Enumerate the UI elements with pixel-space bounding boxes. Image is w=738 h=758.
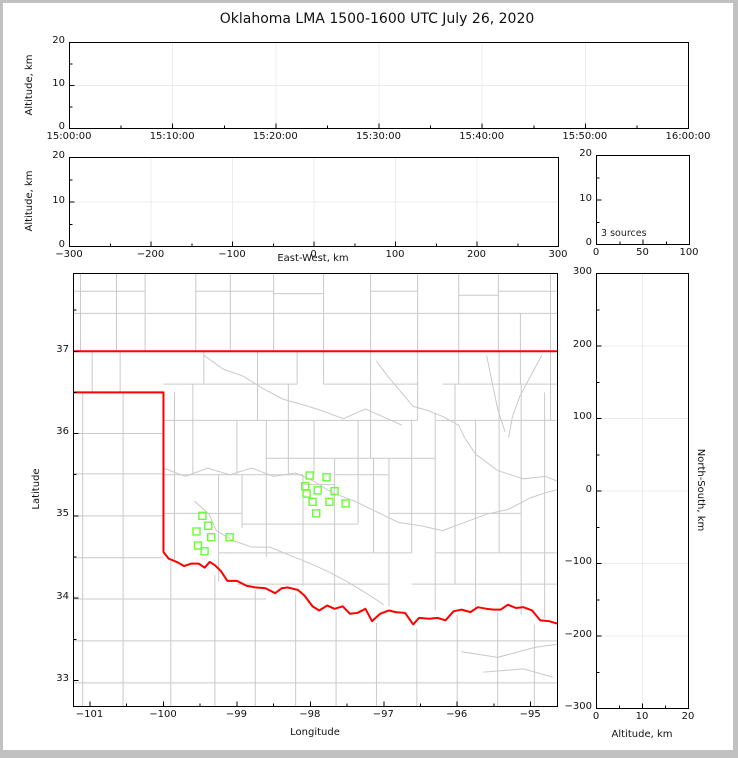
ns-panel-xlabel: Altitude, km	[611, 729, 673, 740]
plot-title: Oklahoma LMA 1500-1600 UTC July 26, 2020	[219, 11, 535, 27]
tick-label: 15:10:00	[149, 131, 195, 142]
tick-label: 15:50:00	[562, 131, 608, 142]
tick-label: 10	[579, 192, 592, 204]
rivers	[163, 354, 558, 678]
lma-source-point	[305, 471, 314, 480]
tick-label: 15:30:00	[356, 131, 401, 142]
tick-label: 200	[466, 249, 487, 260]
state-boundary-red-river	[73, 350, 558, 626]
lma-source-point	[330, 486, 339, 496]
tick-label: 10	[52, 194, 65, 206]
panel-frame	[596, 155, 690, 245]
tick-label: −300	[564, 701, 592, 712]
tick-label: −100	[149, 709, 177, 720]
tick-label: 200	[572, 338, 592, 350]
tick-label: 100	[679, 247, 699, 258]
tick-label: 35	[56, 508, 69, 520]
lma-source-point	[308, 497, 317, 507]
tick-label: 0	[585, 483, 592, 495]
lma-source-point	[192, 527, 201, 536]
gridlines	[596, 273, 689, 709]
lma-source-points	[192, 471, 350, 556]
tick-label: 0	[592, 711, 600, 722]
sources-count-annotation: 3 sources	[601, 228, 647, 239]
tick-label: 50	[636, 247, 649, 258]
tick-label: 36	[56, 426, 69, 438]
lma-source-point	[322, 472, 331, 482]
panel-frame	[596, 273, 689, 709]
tick-label: 20	[579, 148, 592, 159]
lma-source-point	[325, 497, 334, 507]
tick-label: 10	[635, 711, 649, 722]
tick-label: 300	[548, 249, 568, 260]
lma-source-point	[207, 533, 216, 542]
tick-label: 16:00:00	[665, 131, 711, 142]
map-xlabel: Longitude	[290, 727, 340, 738]
tick-label: 20	[52, 35, 65, 46]
tick-label: 100	[572, 411, 592, 422]
tick-label: −98	[299, 709, 321, 720]
tick-label: 15:00:00	[46, 131, 92, 142]
tick-label: 10	[52, 78, 65, 89]
panel-frame	[69, 157, 559, 247]
tick-label: 0	[592, 247, 600, 258]
ns-panel-ylabel: North-South, km	[695, 448, 706, 532]
figure-paper	[3, 3, 733, 750]
panel-alt-histogram	[596, 155, 690, 245]
tick-label: −101	[75, 709, 104, 720]
tick-label: 33	[56, 672, 69, 684]
lma-source-point	[204, 521, 213, 530]
tick-label: 300	[572, 266, 592, 277]
tick-label: −300	[55, 249, 83, 260]
axis-ticks	[73, 309, 532, 707]
lma-source-point	[341, 499, 350, 508]
tick-label: 34	[56, 590, 69, 602]
tick-label: 0	[585, 237, 592, 248]
county-boundaries	[73, 273, 558, 707]
tick-label: −200	[564, 628, 592, 640]
lma-source-point	[302, 489, 311, 498]
basemap	[73, 273, 558, 707]
gridlines	[69, 42, 689, 129]
tick-label: −96	[446, 709, 468, 720]
lma-source-point	[312, 509, 321, 518]
ew-panel-xlabel: East-West, km	[277, 253, 349, 264]
tick-label: −95	[519, 709, 541, 720]
tick-label: 20	[52, 150, 65, 161]
tick-label: 0	[310, 249, 317, 260]
gridlines	[69, 157, 559, 247]
panel-ew-height	[69, 157, 559, 247]
lma-source-point	[225, 533, 234, 542]
tick-label: −100	[564, 556, 592, 567]
panel-frame	[69, 42, 689, 129]
tick-label: −97	[372, 709, 394, 720]
tick-label: 15:40:00	[459, 131, 505, 142]
map-ylabel: Latitude	[31, 468, 42, 510]
panel-time-height	[69, 42, 689, 129]
tick-label: −100	[218, 249, 246, 260]
lma-source-point	[313, 486, 322, 495]
panel-plan-view-map	[73, 273, 558, 707]
lma-source-point	[198, 511, 207, 521]
tick-label: 0	[58, 121, 65, 132]
panel-frame	[73, 273, 558, 707]
tick-label: 20	[681, 711, 695, 722]
tick-label: −99	[225, 709, 247, 720]
tick-label: 0	[58, 239, 65, 250]
panel-ns-height	[596, 273, 689, 709]
lma-source-point	[193, 541, 203, 550]
lma-source-point	[200, 547, 209, 556]
tick-label: 100	[385, 249, 405, 260]
tick-label: 15:20:00	[252, 131, 298, 142]
tick-label: 37	[56, 343, 69, 355]
tick-label: −200	[136, 249, 165, 260]
